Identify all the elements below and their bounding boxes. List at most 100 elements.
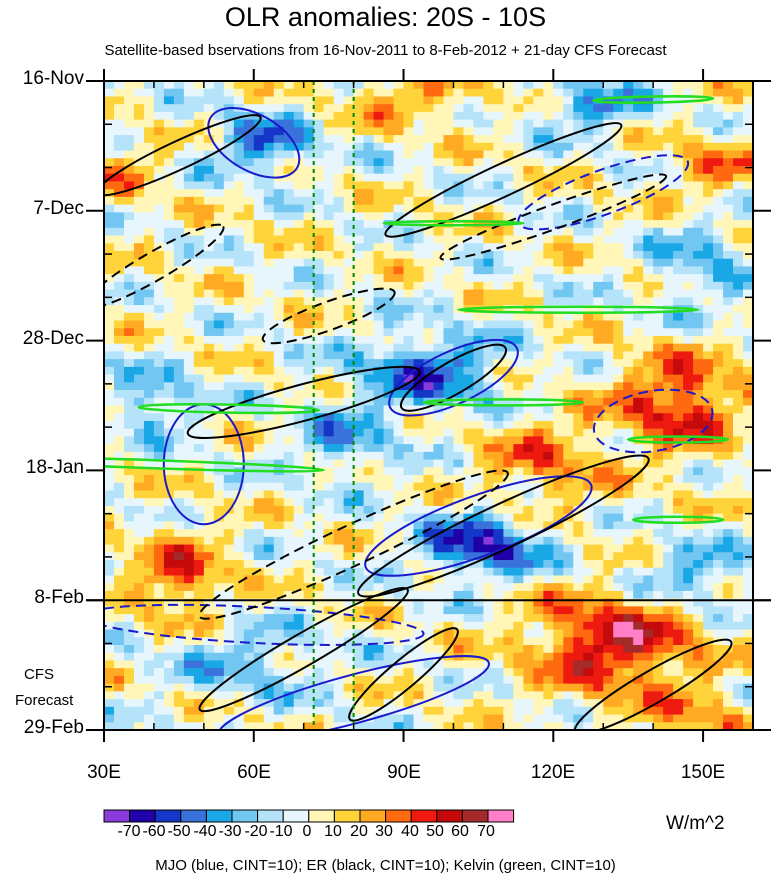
field-cell [193,575,205,584]
field-cell [163,444,175,453]
field-cell [543,335,554,345]
field-cell [673,382,684,391]
field-cell [104,606,115,615]
field-cell [713,351,724,360]
field-cell [303,475,315,484]
field-cell [313,127,325,136]
field-cell [263,96,275,105]
field-cell [383,567,395,577]
field-cell [163,475,175,484]
field-cell [653,96,664,105]
field-cell [673,420,684,430]
field-cell [293,81,305,90]
field-cell [153,227,165,237]
field-cell [393,436,405,445]
field-cell [393,119,405,128]
field-cell [593,652,604,662]
field-cell [713,382,724,391]
field-cell [463,104,475,113]
field-cell [473,521,485,530]
field-cell [573,343,584,353]
field-cell [593,227,604,237]
field-cell [723,552,734,561]
field-cell [463,258,475,268]
field-cell [253,629,265,638]
field-cell [353,382,365,391]
field-cell [113,614,125,623]
field-cell [303,243,315,252]
field-cell [193,598,205,607]
field-cell [563,575,574,584]
field-cell [143,220,155,229]
field-cell [413,165,425,175]
field-cell [733,459,744,468]
field-cell [273,606,285,615]
field-cell [193,111,205,121]
field-cell [483,312,494,322]
field-cell [173,598,185,607]
field-cell [193,444,205,453]
field-cell [273,181,285,190]
field-cell [683,505,694,515]
field-cell [553,250,564,260]
field-cell [413,351,425,360]
field-cell [133,127,145,136]
field-cell [363,390,375,399]
field-cell [543,196,554,206]
field-cell [203,583,215,592]
field-cell [293,165,305,175]
field-cell [183,359,195,368]
field-cell [133,312,145,322]
field-cell [153,127,165,136]
field-cell [253,227,265,237]
field-cell [213,390,225,399]
field-cell [243,204,255,213]
field-cell [733,552,744,561]
field-cell [104,212,115,221]
field-cell [293,637,305,646]
field-cell [263,428,275,438]
field-cell [313,536,325,546]
field-cell [583,560,594,569]
field-cell [453,567,465,577]
field-cell [133,335,145,345]
field-cell [433,173,445,183]
field-cell [133,328,145,337]
field-cell [653,637,664,646]
field-cell [143,165,155,175]
field-cell [213,451,225,461]
field-cell [183,173,195,183]
field-cell [693,397,704,407]
field-cell [683,374,694,383]
field-cell [693,88,704,98]
field-cell [353,444,365,453]
field-cell [253,598,265,607]
field-cell [303,119,315,128]
field-cell [213,436,225,445]
field-cell [393,235,405,244]
field-cell [533,428,544,438]
field-cell [243,390,255,399]
field-cell [503,204,514,213]
field-cell [543,637,554,646]
field-cell [643,135,654,144]
field-cell [333,444,345,453]
field-cell [133,575,145,584]
field-cell [473,173,485,183]
field-cell [503,614,514,623]
field-cell [123,567,135,577]
field-cell [713,111,724,121]
field-cell [513,258,524,268]
field-cell [104,505,115,515]
field-cell [553,552,564,561]
field-cell [303,459,315,468]
field-cell [243,575,255,584]
field-cell [253,204,265,213]
field-cell [563,637,574,646]
field-cell [673,189,684,198]
field-cell [453,243,465,252]
field-cell [733,629,744,638]
field-cell [183,250,195,260]
field-cell [703,567,714,577]
field-cell [713,505,724,515]
